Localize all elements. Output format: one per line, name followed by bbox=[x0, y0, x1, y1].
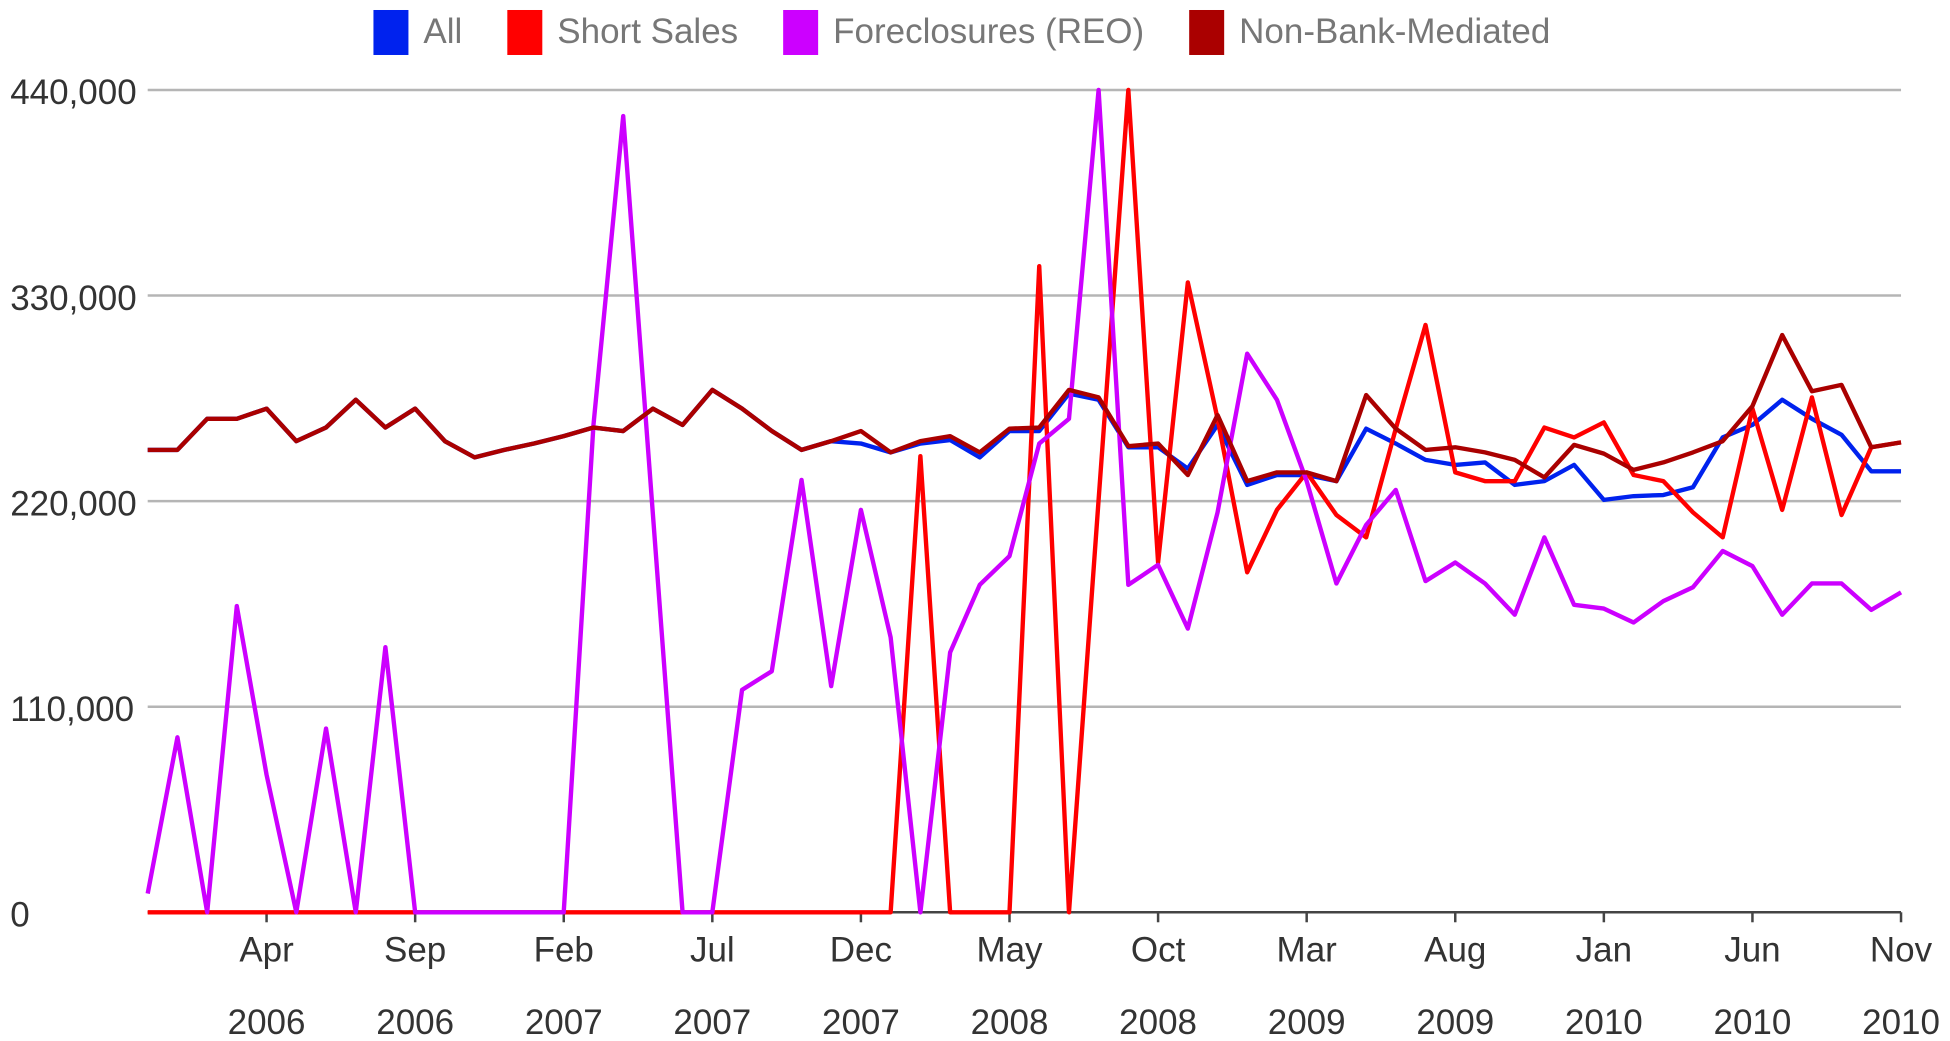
x-tick-label: 2007 bbox=[673, 1003, 751, 1041]
x-tick-label: Dec bbox=[830, 931, 892, 970]
x-tick-label: 2007 bbox=[822, 1003, 900, 1041]
x-tick-label: Feb bbox=[534, 931, 594, 970]
x-tick-label: 2006 bbox=[228, 1003, 306, 1041]
legend-label: Non-Bank-Mediated bbox=[1239, 12, 1550, 51]
x-tick-label: 2006 bbox=[376, 1003, 454, 1041]
y-tick-label: 220,000 bbox=[10, 484, 136, 523]
series-line bbox=[145, 87, 1903, 915]
x-tick-label: Jan bbox=[1576, 931, 1632, 970]
legend-swatch bbox=[783, 9, 819, 55]
legend-label: Foreclosures (REO) bbox=[833, 12, 1144, 51]
legend-swatch bbox=[507, 9, 543, 55]
x-tick-label: 2010 bbox=[1862, 1003, 1940, 1041]
legend-swatch bbox=[1189, 9, 1225, 55]
x-tick-label: 2010 bbox=[1565, 1003, 1643, 1041]
x-tick-label: 2009 bbox=[1416, 1003, 1494, 1041]
legend-label: All bbox=[423, 12, 462, 51]
x-tick-label: 2007 bbox=[525, 1003, 603, 1041]
x-tick-label: 2008 bbox=[971, 1003, 1049, 1041]
x-tick-label: Oct bbox=[1131, 931, 1186, 970]
x-tick-label: 2010 bbox=[1714, 1003, 1792, 1041]
x-tick-label: 2009 bbox=[1268, 1003, 1346, 1041]
series-line bbox=[147, 387, 1902, 503]
series-line bbox=[147, 332, 1902, 484]
y-tick-label: 110,000 bbox=[10, 690, 134, 729]
x-tick-label: Mar bbox=[1277, 931, 1338, 970]
y-tick-label: 0 bbox=[10, 896, 29, 935]
x-tick-label: Jul bbox=[690, 931, 735, 970]
x-tick-label: Jun bbox=[1724, 931, 1780, 970]
x-tick-label: 2008 bbox=[1119, 1003, 1197, 1041]
x-tick-label: Aug bbox=[1424, 931, 1486, 970]
x-tick-label: Nov bbox=[1870, 931, 1933, 970]
y-tick-label: 440,000 bbox=[10, 73, 136, 112]
x-tick-label: Sep bbox=[384, 931, 446, 970]
legend-label: Short Sales bbox=[557, 12, 738, 51]
x-tick-label: Apr bbox=[239, 931, 294, 970]
x-tick-label: May bbox=[976, 931, 1043, 970]
legend-swatch bbox=[373, 9, 409, 55]
legend: All Short Sales Foreclosures (REO) Non-Bank… bbox=[373, 9, 1550, 55]
y-tick-label: 330,000 bbox=[10, 279, 136, 318]
